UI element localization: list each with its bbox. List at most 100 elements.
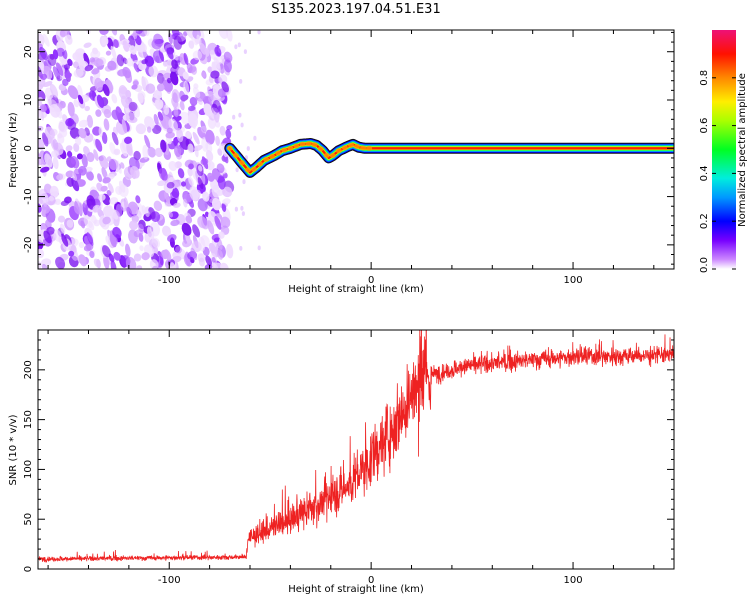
noise-blob [207, 220, 215, 235]
ridge-blotch [323, 153, 330, 158]
noise-blob [188, 40, 195, 49]
noise-blob [240, 122, 244, 128]
noise-blob [109, 142, 116, 155]
noise-blob [101, 132, 108, 144]
noise-blob [147, 146, 156, 158]
noise-blob [181, 222, 192, 236]
noise-blob [113, 39, 119, 49]
noise-blob [74, 136, 82, 146]
noise-blob [151, 38, 162, 50]
noise-blob [180, 181, 187, 187]
noise-blob [126, 206, 133, 218]
noise-blob [66, 177, 74, 187]
ridge-blotch [245, 167, 251, 173]
noise-blob [126, 140, 133, 156]
noise-blob [148, 65, 159, 78]
noise-blob [86, 195, 96, 210]
noise-blob [171, 96, 179, 108]
noise-blob [205, 142, 213, 153]
y-tick-label: 20 [23, 45, 34, 58]
noise-blob [216, 249, 224, 260]
noise-blob [52, 66, 61, 80]
noise-blob [45, 219, 52, 229]
noise-blob [213, 237, 220, 243]
noise-blob [49, 83, 59, 98]
noise-blob [194, 144, 203, 152]
ridge-blotch [275, 150, 282, 156]
noise-blob [208, 242, 217, 254]
noise-blob [95, 109, 102, 117]
noise-blob [217, 175, 226, 190]
noise-blob [169, 262, 176, 269]
noise-blob [156, 72, 165, 84]
noise-blob [132, 30, 138, 40]
noise-blob [141, 43, 147, 53]
noise-blob [192, 131, 200, 145]
colorbar-tick-label: 0.4 [699, 165, 710, 181]
noise-blob [156, 83, 165, 92]
noise-blob [107, 60, 117, 71]
noise-blob [93, 219, 101, 227]
ridge-blotch [305, 141, 312, 147]
noise-blob [226, 30, 233, 42]
noise-blob [223, 51, 233, 63]
noise-blob [66, 219, 74, 228]
noise-blob [149, 221, 160, 237]
noise-blob [144, 116, 155, 130]
ridge-blotch [281, 147, 288, 153]
noise-blob [65, 118, 75, 127]
noise-blob [210, 70, 220, 79]
noise-blob [198, 257, 205, 267]
noise-blob [257, 245, 261, 251]
noise-blob [69, 127, 81, 139]
ridge-blotch [293, 143, 300, 149]
noise-blob [201, 71, 206, 78]
noise-blob [144, 30, 150, 36]
x-tick-label: 0 [368, 275, 374, 286]
noise-blob [110, 260, 117, 269]
noise-blob [54, 105, 63, 119]
noise-blob [237, 42, 241, 48]
colorbar-gradient [712, 30, 736, 269]
x-tick-label: 100 [564, 275, 583, 286]
bottom-xlabel: Height of straight line (km) [288, 584, 424, 595]
noise-blob [153, 113, 159, 126]
noise-blob [118, 180, 126, 193]
noise-blob [212, 99, 221, 113]
noise-blob [190, 32, 198, 46]
noise-blob [168, 160, 178, 172]
ridge-blotch [360, 145, 367, 151]
noise-blob [204, 263, 213, 269]
noise-blob [171, 59, 178, 70]
y-tick-label: -10 [23, 188, 34, 204]
x-tick-label: 0 [368, 575, 374, 586]
noise-blob [198, 236, 206, 252]
ridge-blotch [341, 145, 348, 151]
noise-blob [62, 78, 69, 86]
noise-blob [137, 93, 144, 104]
noise-blob [83, 243, 94, 252]
noise-blob [59, 30, 66, 38]
ridge-blotch [354, 143, 360, 149]
noise-blob [214, 215, 222, 230]
ridge-blotch [329, 153, 336, 158]
noise-blob [183, 81, 190, 95]
bottom-ticks: -100 0 100 0 50 100 150 200 [23, 330, 674, 586]
noise-blob [128, 101, 138, 112]
noise-blob [94, 77, 104, 92]
ridge-blotch [226, 145, 233, 151]
noise-blob [166, 47, 174, 60]
noise-blob [246, 146, 250, 151]
noise-blob [41, 132, 49, 147]
noise-blob [78, 241, 85, 249]
noise-blob [216, 163, 225, 174]
noise-blob [55, 256, 66, 269]
noise-blob [133, 62, 140, 73]
noise-blob [218, 231, 225, 239]
y-tick-label: 50 [23, 513, 34, 526]
noise-blob [135, 201, 144, 216]
noise-blob [80, 220, 86, 229]
noise-blob [173, 202, 181, 208]
noise-blob [63, 63, 71, 70]
noise-blob [83, 42, 92, 48]
